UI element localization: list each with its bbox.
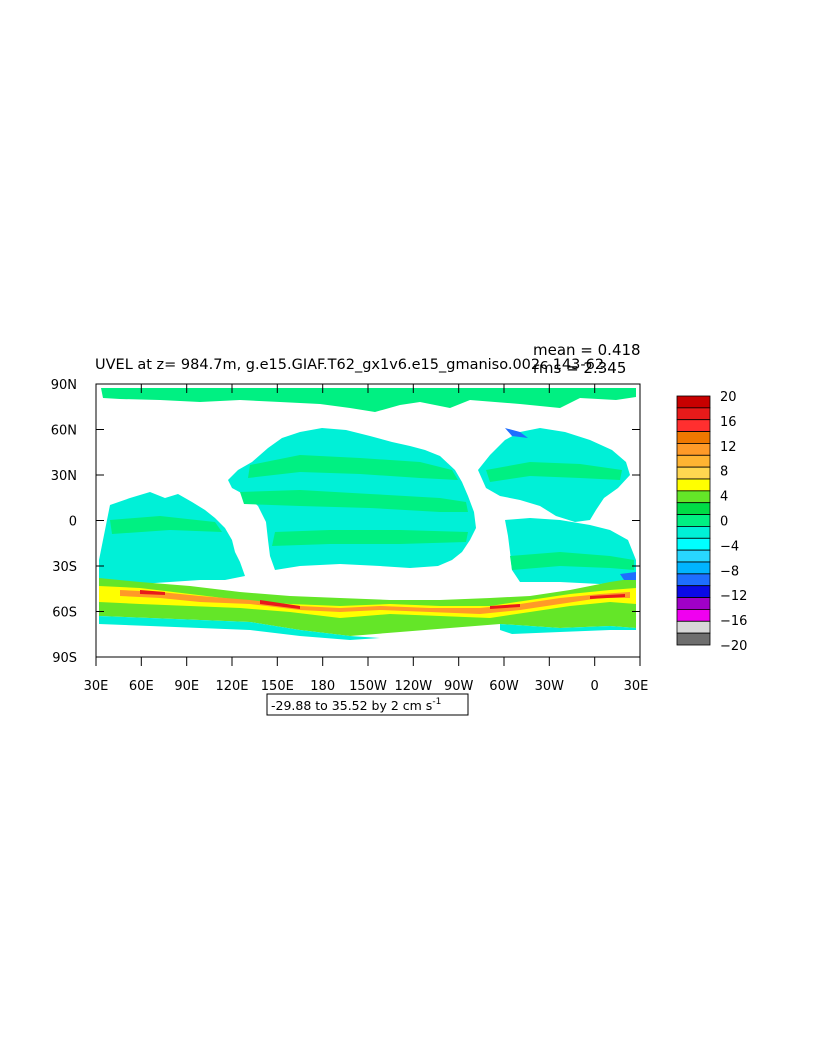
y-tick-label: 90S [52, 651, 77, 666]
x-tick-label: 0 [591, 679, 599, 694]
colorbar-swatch [676, 407, 711, 421]
ocean-field [99, 388, 636, 640]
x-tick-label: 60W [489, 679, 519, 694]
x-tick-label: 30E [624, 679, 649, 694]
colorbar-swatch [676, 632, 711, 646]
colorbar-label: 0 [720, 515, 728, 530]
colorbar-label: 4 [720, 490, 728, 505]
north-atlantic-band [486, 462, 622, 482]
x-tick-label: 180 [310, 679, 335, 694]
contour-info-main: -29.88 to 35.52 by 2 cm s [271, 698, 432, 713]
y-tick-label: 30S [52, 560, 77, 575]
x-tick-label: 120E [215, 679, 248, 694]
colorbar-swatch [676, 597, 711, 610]
colorbar-label: −12 [720, 589, 747, 604]
colorbar-label: 20 [720, 390, 737, 405]
contour-info-frame [266, 693, 469, 716]
colorbar-label: −8 [720, 564, 739, 579]
x-tick-label: 120W [394, 679, 432, 694]
x-tick-label: 150W [349, 679, 387, 694]
colorbar-swatch [676, 609, 711, 622]
contour-info-exponent: -1 [432, 697, 441, 707]
x-tick-label: 90W [444, 679, 474, 694]
colorbar-swatch [676, 395, 711, 409]
colorbar-label: −16 [720, 614, 747, 629]
colorbar-label: −20 [720, 639, 747, 654]
stat-rms: rms = 2.345 [533, 359, 626, 377]
x-tick-label: 30W [535, 679, 565, 694]
colorbar-swatch [676, 490, 711, 504]
colorbar-swatch [676, 419, 711, 432]
colorbar-labels: 20 16 12 8 4 0 −4 −8 −12 −16 −20 [720, 390, 747, 654]
stat-mean: mean = 0.418 [533, 341, 641, 359]
colorbar-swatch [676, 585, 711, 598]
colorbar-swatch [676, 549, 711, 563]
colorbar-swatch [676, 514, 711, 527]
y-tick-label: 60S [52, 606, 77, 621]
colorbar-swatch [676, 537, 711, 551]
colorbar-swatch [676, 431, 711, 444]
indian-ocean [99, 492, 245, 586]
colorbar-swatch [676, 561, 711, 575]
x-axis-ticks [95, 384, 641, 666]
colorbar-label: 12 [720, 440, 737, 455]
colorbar-label: 8 [720, 465, 728, 480]
y-tick-labels: 90N 60N 30N 0 30S 60S 90S [51, 378, 77, 666]
y-tick-label: 90N [51, 378, 77, 393]
arctic-band [101, 388, 636, 412]
y-tick-label: 30N [51, 469, 77, 484]
north-pacific-zonal-bands [240, 455, 468, 546]
x-tick-label: 60E [129, 679, 154, 694]
x-tick-label: 90E [174, 679, 199, 694]
colorbar-swatches [676, 395, 711, 646]
plot-title: UVEL at z= 984.7m, g.e15.GIAF.T62_gx1v6.… [95, 357, 604, 373]
colorbar-swatch [676, 526, 711, 539]
x-tick-label: 30E [84, 679, 109, 694]
colorbar-swatch [676, 478, 711, 492]
colorbar: 20 16 12 8 4 0 −4 −8 −12 −16 −20 [676, 390, 747, 654]
colorbar-swatch [676, 466, 711, 480]
y-axis-ticks [96, 383, 640, 658]
antarctic-shelf [99, 616, 636, 640]
colorbar-swatch [676, 454, 711, 468]
y-tick-label: 60N [51, 424, 77, 439]
contour-info-box: -29.88 to 35.52 by 2 cm s-1 [266, 693, 469, 716]
x-tick-label: 150E [261, 679, 294, 694]
colorbar-label: 16 [720, 415, 737, 430]
colorbar-swatch [676, 620, 711, 634]
x-tick-labels: 30E 60E 90E 120E 150E 180 150W 120W 90W … [84, 679, 649, 694]
indian-ocean-band [110, 516, 222, 534]
map-area: 90N 60N 30N 0 30S 60S 90S 30E 60E 90E 12… [51, 378, 649, 694]
south-atlantic-band [510, 552, 634, 570]
y-tick-label: 0 [69, 515, 77, 530]
contour-info-text: -29.88 to 35.52 by 2 cm s-1 [271, 697, 441, 713]
colorbar-swatch [676, 502, 711, 515]
colorbar-swatch [676, 443, 711, 456]
colorbar-label: −4 [720, 539, 739, 554]
colorbar-swatch [676, 573, 711, 587]
